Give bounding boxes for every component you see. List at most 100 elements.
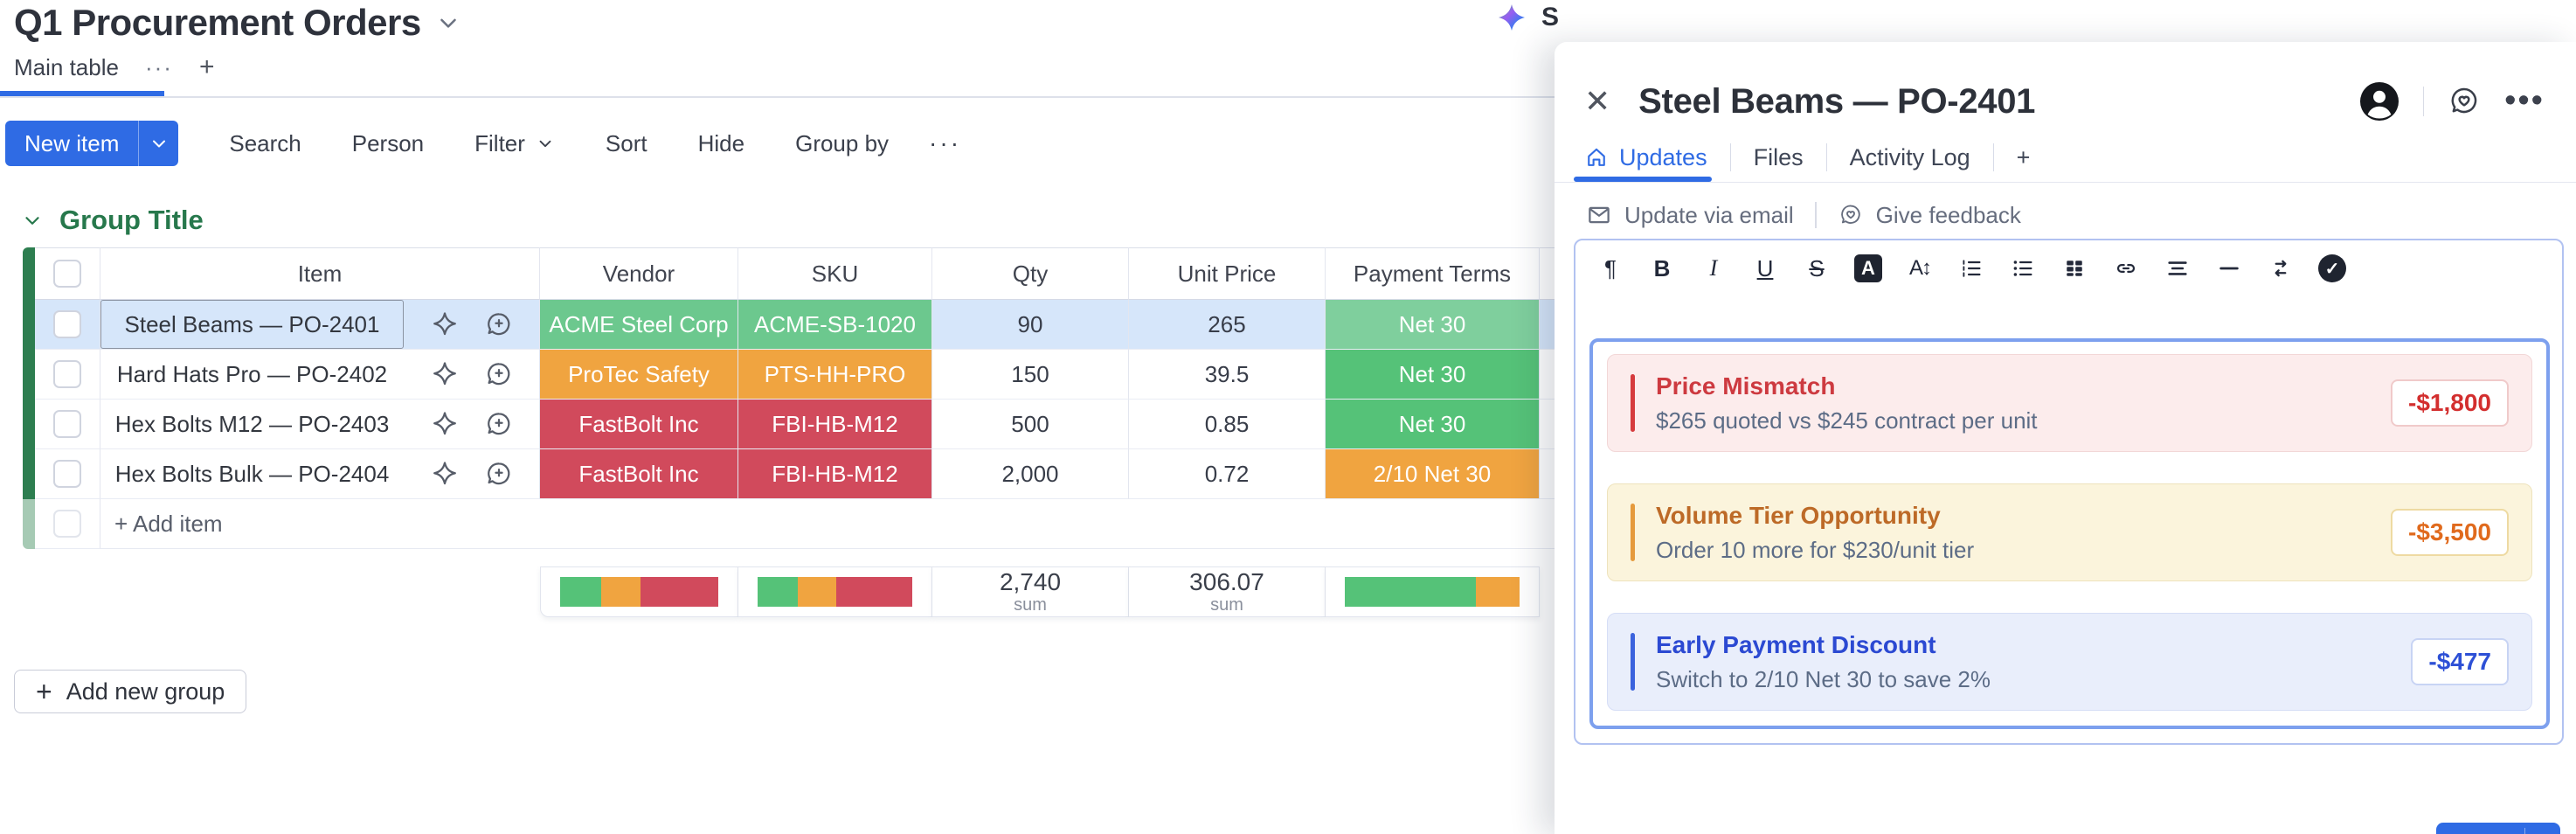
select-all-checkbox[interactable] <box>53 260 81 288</box>
add-update-button[interactable] <box>484 309 514 339</box>
add-update-button[interactable] <box>484 409 514 439</box>
subscriber-avatar[interactable] <box>2358 80 2400 122</box>
row-checkbox[interactable] <box>53 360 81 388</box>
row-checkbox[interactable] <box>53 410 81 438</box>
column-header-sku[interactable]: SKU <box>738 247 932 300</box>
cell-qty[interactable]: 150 <box>932 350 1129 400</box>
toolbar-person-button[interactable]: Person <box>342 130 424 157</box>
cell-unit-price[interactable]: 0.85 <box>1129 400 1326 449</box>
row-checkbox[interactable] <box>53 460 81 488</box>
strikethrough-tool[interactable]: S <box>1803 254 1831 282</box>
divider-tool[interactable] <box>2215 254 2243 282</box>
link-tool[interactable] <box>2112 254 2140 282</box>
cell-item[interactable]: Steel Beams — PO-2401 <box>100 300 540 350</box>
toolbar-group-by-button[interactable]: Group by <box>785 130 889 157</box>
cell-vendor[interactable]: ACME Steel Corp <box>540 300 738 350</box>
table-row[interactable]: Hard Hats Pro — PO-2402ProTec SafetyPTS-… <box>23 350 1608 400</box>
cell-qty[interactable]: 90 <box>932 300 1129 350</box>
align-tool[interactable] <box>2164 254 2192 282</box>
column-header-payment-terms[interactable]: Payment Terms <box>1326 247 1540 300</box>
paragraph-tool[interactable]: ¶ <box>1596 254 1624 282</box>
view-tab-menu-button[interactable]: ··· <box>145 54 173 81</box>
add-update-button[interactable] <box>484 459 514 489</box>
numbered-list-tool[interactable] <box>1957 254 1985 282</box>
cell-payment-terms[interactable]: Net 30 <box>1326 350 1540 400</box>
close-panel-button[interactable]: ✕ <box>1584 86 1610 117</box>
cell-sku[interactable]: FBI-HB-M12 <box>738 400 932 449</box>
italic-tool[interactable]: I <box>1700 254 1728 282</box>
row-checkbox[interactable] <box>53 310 81 338</box>
update-submit-button[interactable] <box>2436 823 2560 834</box>
table-row[interactable]: Hex Bolts M12 — PO-2403 FastBolt IncFBI-H… <box>23 400 1608 449</box>
table-row[interactable]: Steel Beams — PO-2401ACME Steel CorpACME… <box>23 300 1608 350</box>
group-collapse-icon[interactable] <box>21 209 44 232</box>
panel-tab-files[interactable]: Files <box>1731 144 1826 171</box>
underline-tool[interactable]: U <box>1751 254 1779 282</box>
payment-terms-summary-bar[interactable] <box>1326 566 1540 617</box>
cell-item[interactable]: Hex Bolts Bulk — PO-2404 <box>100 449 540 499</box>
toolbar-more-button[interactable]: ··· <box>929 129 961 157</box>
cell-sku[interactable]: FBI-HB-M12 <box>738 449 932 499</box>
card-price-mismatch[interactable]: Price Mismatch$265 quoted vs $245 contra… <box>1607 354 2532 452</box>
ai-star-button[interactable] <box>430 309 460 339</box>
checkbox[interactable] <box>53 510 81 538</box>
text-color-tool[interactable]: A <box>1854 254 1882 282</box>
new-item-button[interactable]: New item <box>5 121 178 166</box>
checkmark-tool[interactable]: ✓ <box>2318 254 2346 282</box>
feedback-bubble-icon[interactable] <box>2447 84 2482 119</box>
cell-qty[interactable]: 500 <box>932 400 1129 449</box>
cell-item[interactable]: Hex Bolts M12 — PO-2403 <box>100 400 540 449</box>
update-via-email-button[interactable]: Update via email <box>1586 202 1794 229</box>
new-item-caret-icon[interactable] <box>138 121 178 166</box>
cell-vendor[interactable]: ProTec Safety <box>540 350 738 400</box>
panel-tab-updates[interactable]: Updates <box>1584 144 1730 171</box>
item-name[interactable]: Hex Bolts M12 — PO-2403 <box>100 400 404 448</box>
panel-more-button[interactable]: ••• <box>2504 94 2545 108</box>
toolbar-hide-button[interactable]: Hide <box>688 130 744 157</box>
cell-payment-terms[interactable]: Net 30 <box>1326 400 1540 449</box>
vendor-summary-bar[interactable] <box>540 566 738 617</box>
toolbar-search-button[interactable]: Search <box>218 130 301 157</box>
bullet-list-tool[interactable] <box>2009 254 2037 282</box>
item-name[interactable]: Steel Beams — PO-2401 <box>100 300 404 349</box>
column-header-item[interactable]: Item <box>100 247 540 300</box>
text-size-tool[interactable]: A↕ <box>1906 254 1934 282</box>
card-volume-tier-opportunity[interactable]: Volume Tier OpportunityOrder 10 more for… <box>1607 483 2532 581</box>
item-name[interactable]: Hard Hats Pro — PO-2402 <box>100 350 404 399</box>
item-name[interactable]: Hex Bolts Bulk — PO-2404 <box>100 449 404 498</box>
update-submit-caret[interactable] <box>2525 823 2560 834</box>
board-title-caret-icon[interactable] <box>435 10 461 36</box>
cell-qty[interactable]: 2,000 <box>932 449 1129 499</box>
ai-star-button[interactable] <box>430 459 460 489</box>
add-item-row[interactable]: + Add item <box>23 499 1608 549</box>
add-new-group-button[interactable]: + Add new group <box>14 670 246 713</box>
cell-vendor[interactable]: FastBolt Inc <box>540 400 738 449</box>
card-amount-badge[interactable]: -$477 <box>2411 638 2509 685</box>
update-editor[interactable]: ¶ BIUSA A↕ ✓ Price Mismatch$265 quoted vs $… <box>1574 239 2564 745</box>
card-amount-badge[interactable]: -$1,800 <box>2391 379 2509 427</box>
add-update-button[interactable] <box>484 359 514 389</box>
cell-unit-price[interactable]: 39.5 <box>1129 350 1326 400</box>
layout-tool[interactable] <box>2060 254 2088 282</box>
toolbar-filter-button[interactable]: Filter <box>464 130 555 157</box>
ai-star-button[interactable] <box>430 359 460 389</box>
column-header-vendor[interactable]: Vendor <box>540 247 738 300</box>
panel-tab-add-tab[interactable]: + <box>1994 144 2053 171</box>
add-view-tab-button[interactable]: + <box>199 52 215 82</box>
panel-tab-activity-log[interactable]: Activity Log <box>1827 144 1993 171</box>
toolbar-sort-button[interactable]: Sort <box>595 130 647 157</box>
direction-tool[interactable] <box>2267 254 2295 282</box>
card-early-payment-discount[interactable]: Early Payment DiscountSwitch to 2/10 Net… <box>1607 613 2532 711</box>
cell-payment-terms[interactable]: Net 30 <box>1326 300 1540 350</box>
give-feedback-button[interactable]: Give feedback <box>1838 202 2021 229</box>
qty-sum[interactable]: 2,740sum <box>932 566 1129 617</box>
cell-vendor[interactable]: FastBolt Inc <box>540 449 738 499</box>
view-tab-main-table[interactable]: Main table <box>14 54 119 81</box>
unit-price-sum[interactable]: 306.07sum <box>1129 566 1326 617</box>
bold-tool[interactable]: B <box>1648 254 1676 282</box>
cell-item[interactable]: Hard Hats Pro — PO-2402 <box>100 350 540 400</box>
column-header-qty[interactable]: Qty <box>932 247 1129 300</box>
ai-star-button[interactable] <box>430 409 460 439</box>
sku-summary-bar[interactable] <box>738 566 932 617</box>
cell-payment-terms[interactable]: 2/10 Net 30 <box>1326 449 1540 499</box>
